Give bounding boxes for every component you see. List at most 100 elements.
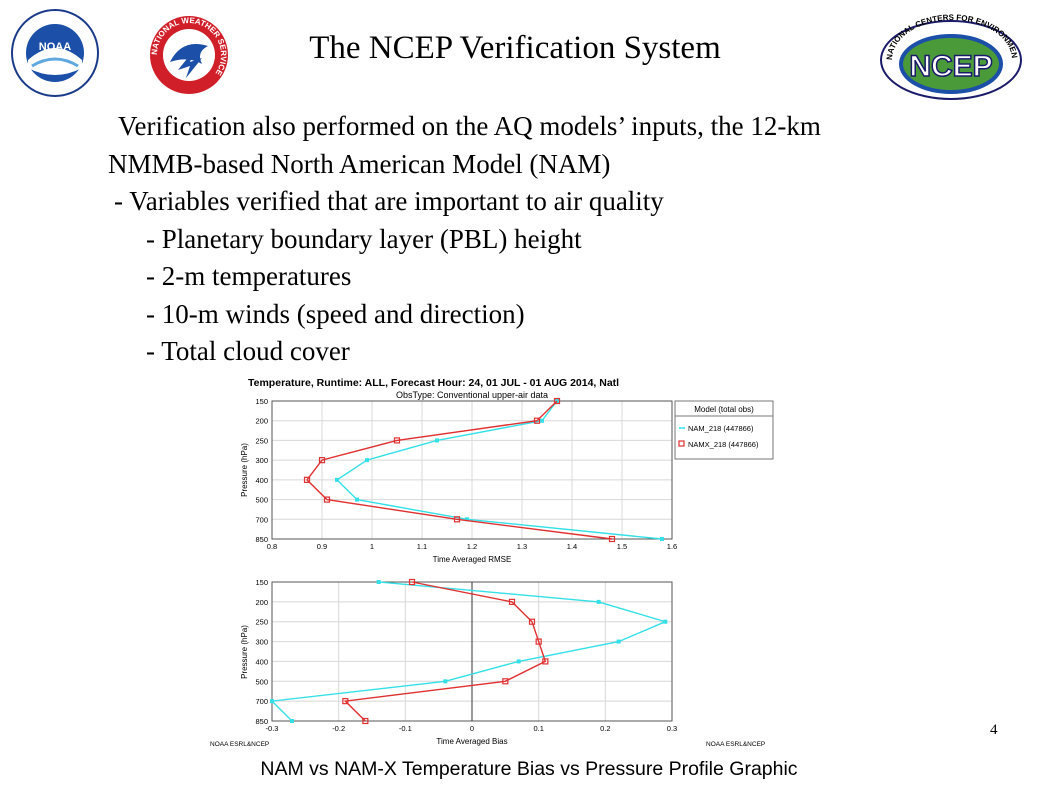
chart1-point-namx [533,417,541,424]
chart1-point-nam [540,418,544,423]
chart2-y-tick-label: 150 [255,578,268,587]
chart1-x-tick-label: 0.8 [267,542,277,551]
chart2-ticks: -0.3 -0.2 -0.1 0 0.1 0.2 0.3 150 200 250 300 400 500… [255,578,677,733]
chart1-x-axis-label: Time Averaged RMSE [433,555,512,564]
chart2-point-namx [362,717,369,725]
chart1-y-tick-label: 200 [255,417,268,426]
chart2-point-nam [443,679,448,684]
chart1-x-tick-label: 1.4 [567,542,577,551]
chart2-point-namx [342,698,349,705]
bullet-line-1: Verification also performed on the AQ mo… [118,111,821,141]
chart2-x-tick-label: 0 [470,724,474,733]
slide-title: The NCEP Verification System [309,30,721,66]
chart1-point-namx [323,496,331,503]
chart1-point-nam [465,517,469,522]
chart2-series [270,578,668,725]
chart2-series-line-namx [343,581,547,722]
bullet-line-7: - Total cloud cover [146,336,350,366]
chart2-y-axis-label: Pressure (hPa) [240,625,249,679]
chart1-y-tick-label: 850 [255,535,268,544]
legend-label-nam: NAM_218 (447866) [688,424,754,433]
chart1-ticks: 0.8 0.9 1 1.1 1.2 1.3 1.4 1.5 1.6 150 200 250 300 400… [255,397,677,551]
chart2-point-namx [502,678,509,685]
bullet-line-2: NMMB-based North American Model (NAM) [108,148,611,179]
chart2-point-namx [535,638,542,645]
chart1-series-line-namx [306,400,613,540]
noaa-logo: NOAA [11,9,99,97]
chart1-point-namx [318,457,326,464]
chart1-point-nam [335,477,339,482]
chart1-legend-box [674,400,774,460]
chart1-title: Temperature, Runtime: ALL, Forecast Hour… [248,377,619,389]
credit-right: NOAA ESRL&NCEP [706,741,765,748]
chart2-y-tick-label: 700 [255,697,268,706]
chart1-gridlines [272,401,672,539]
legend-label-namx: NAMX_218 (447866) [688,440,759,449]
chart1-point-namx [393,437,401,444]
chart1-x-tick-label: 1 [370,542,374,551]
chart1-x-tick-label: 1.2 [467,542,477,551]
chart1-point-namx [303,476,311,483]
credit-left: NOAA ESRL&NCEP [210,741,269,748]
chart2-x-tick-label: -0.1 [399,724,412,733]
chart1-plot-area [271,400,673,540]
chart2-point-nam [516,659,521,664]
chart2-x-tick-label: 0.3 [667,724,677,733]
chart1-x-tick-label: 1.1 [417,542,427,551]
chart1-x-tick-label: 1.6 [667,542,677,551]
bullet-list: Verification also performed on the AQ mo… [108,108,1008,371]
chart2-point-nam [376,580,381,584]
chart1-y-tick-label: 700 [255,515,268,524]
chart1-series-line-nam [335,400,663,540]
noaa-logo-text: NOAA [39,41,71,53]
chart1-x-tick-label: 1.5 [617,542,627,551]
nws-logo: NATIONAL WEATHER SERVICE [150,16,228,94]
chart1-point-nam [355,497,359,502]
chart2-x-tick-label: 0.2 [600,724,610,733]
chart1-point-nam [660,537,664,541]
bullet-line-5: - 2-m temperatures [146,261,352,291]
slide-number: 4 [990,722,998,738]
chart2-point-nam [270,699,274,704]
chart2-y-tick-label: 300 [255,638,268,647]
chart1-y-axis-label: Pressure (hPa) [240,443,249,497]
figure-caption: NAM vs NAM-X Temperature Bias vs Pressur… [260,758,798,780]
bullet-line-6: - 10-m winds (speed and direction) [146,298,525,329]
chart2-point-namx [408,578,416,586]
chart1-y-tick-label: 300 [255,456,268,465]
legend-swatch-namx [678,440,685,447]
chart2-point-nam [596,599,601,604]
chart1-legend: Model (total obs) NAM_218 (447866) NAMX_… [674,400,774,460]
chart2-y-tick-label: 400 [255,657,268,666]
ncep-logo-text: NCEP [909,50,992,83]
chart1-point-namx [608,535,616,543]
chart1-x-tick-label: 0.9 [317,542,327,551]
chart2-y-tick-label: 250 [255,618,268,627]
chart1-point-nam [365,458,369,463]
chart1-x-tick-label: 1.3 [517,542,527,551]
chart1-point-namx [453,516,461,523]
chart2-point-namx [528,618,536,625]
chart1-y-tick-label: 150 [255,397,268,406]
chart2-x-axis-label: Time Averaged Bias [436,737,507,746]
chart2-point-namx [508,598,516,605]
chart1-series [303,397,664,543]
bullet-line-3: - Variables verified that are important … [114,186,664,216]
chart1-subtitle: ObsType: Conventional upper-air data [396,390,548,400]
ncep-logo: NATIONAL CENTERS FOR ENVIRONMENTAL PREDI… [876,8,1022,100]
chart2-y-tick-label: 200 [255,598,268,607]
chart1-point-nam [435,438,439,443]
chart2-y-tick-label: 850 [255,717,268,726]
chart2-point-namx [542,658,549,665]
chart2-point-nam [616,639,621,644]
chart1-y-tick-label: 250 [255,436,268,445]
chart1-y-tick-label: 500 [255,496,268,505]
chart2-series-line-nam [270,581,668,722]
legend-title: Model (total obs) [694,405,754,414]
bullet-line-4: - Planetary boundary layer (PBL) height [146,223,582,254]
chart2-y-tick-label: 500 [255,677,268,686]
chart2-point-nam [290,719,294,723]
chart2-x-tick-label: -0.2 [332,724,345,733]
chart1-point-namx [553,397,561,405]
